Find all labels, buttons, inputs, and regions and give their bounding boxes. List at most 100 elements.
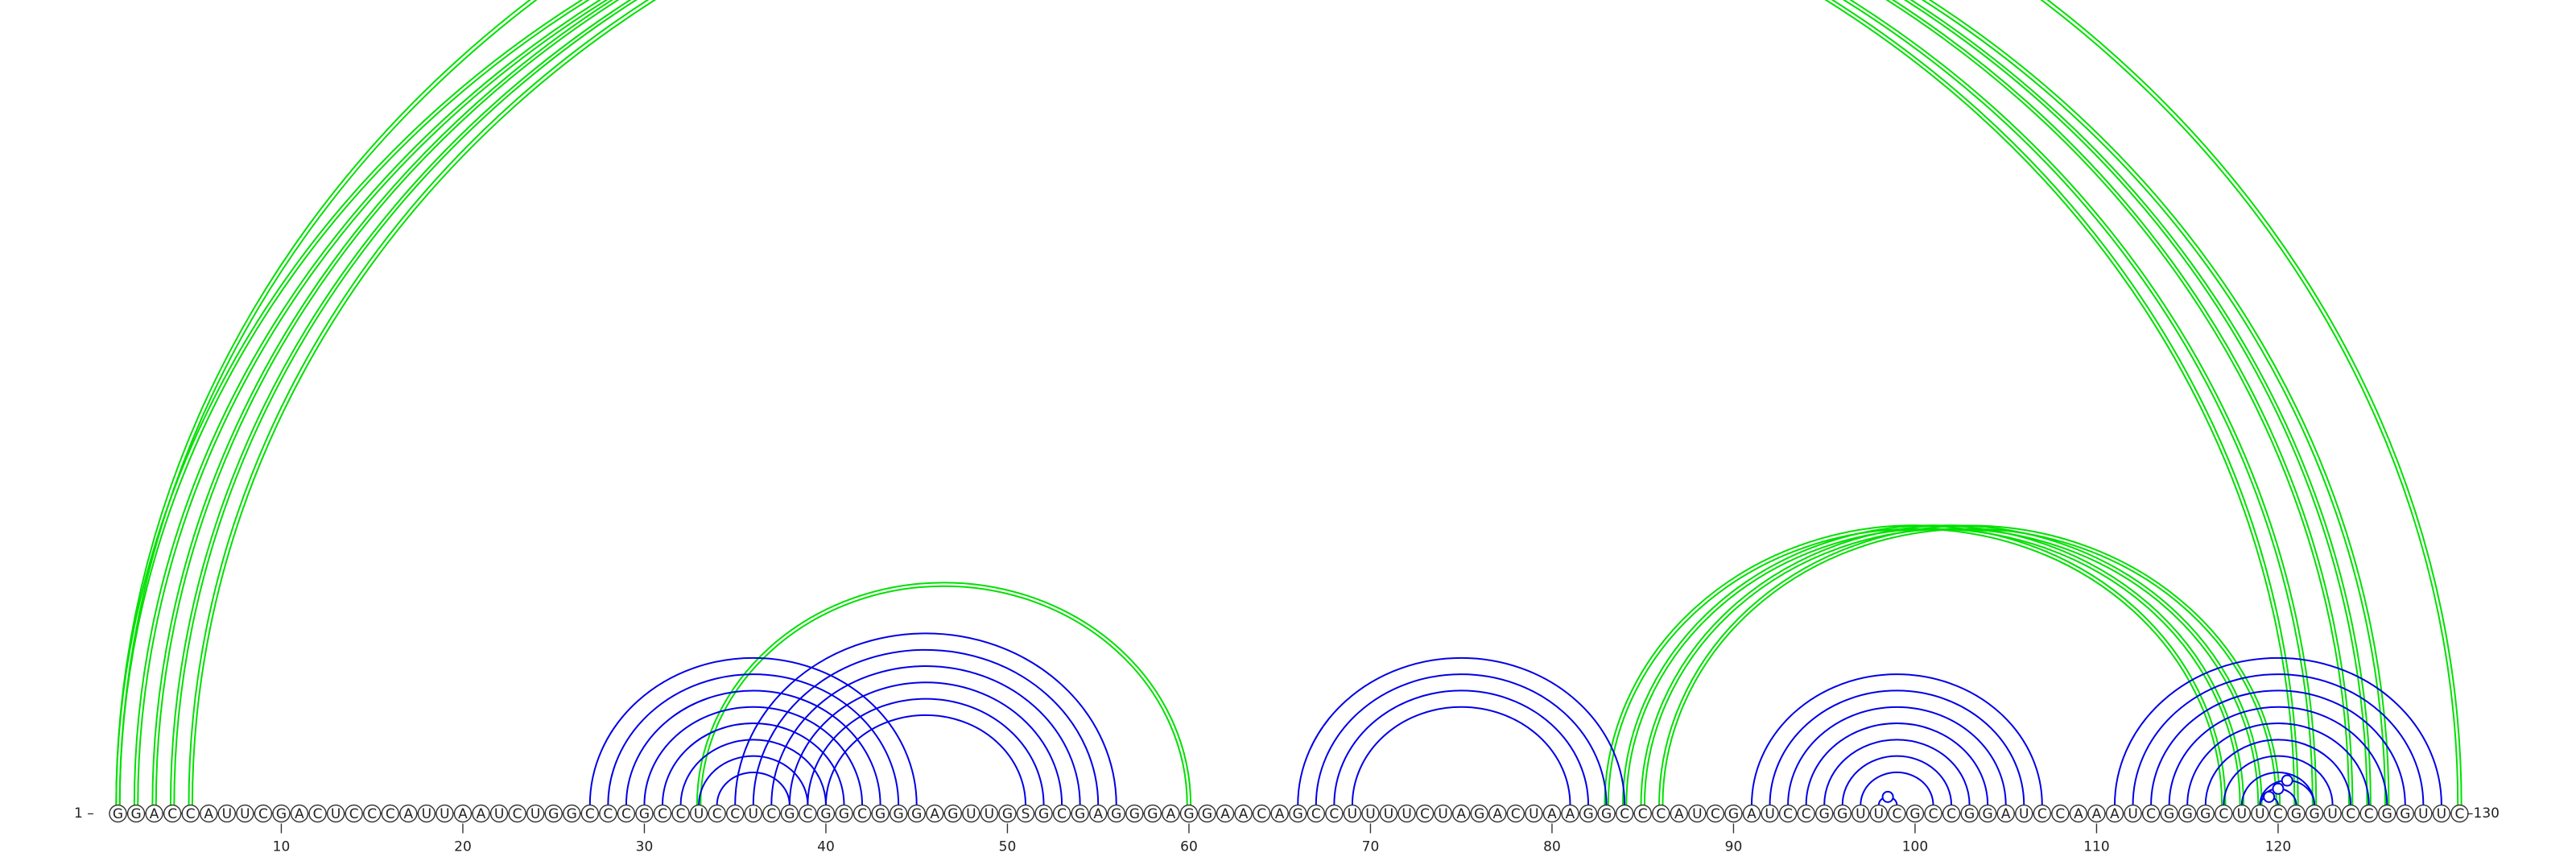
nucleotide-letter: U: [1874, 806, 1884, 822]
nucleotide-circle: [2124, 804, 2142, 823]
nucleotide-circle: [381, 804, 399, 823]
arc-green-85-119-1: [1640, 524, 2263, 805]
nucleotide-letter: C: [367, 806, 377, 822]
arc-blue-95-103: [1823, 739, 1971, 805]
arc-blue-35-56: [734, 632, 1117, 805]
nucleotide-letter: U: [2437, 806, 2446, 822]
nucleotide-letter: A: [458, 806, 468, 822]
nucleotide-circle: [744, 804, 762, 823]
nucleotide-letter: U: [494, 806, 504, 822]
nucleotide-letter: A: [1674, 806, 1684, 822]
arc-blue-96-102: [1841, 755, 1953, 805]
nucleotide-letter: G: [911, 806, 922, 822]
nucleotide-circle: [363, 804, 382, 823]
nucleotide-letter: C: [313, 806, 323, 822]
nucleotide-circle: [1034, 804, 1053, 823]
nucleotide-letter: G: [276, 806, 287, 822]
nucleotide-letter: A: [1239, 806, 1249, 822]
arc-blue-113-127: [2150, 689, 2406, 805]
nucleotide-letter: C: [857, 806, 867, 822]
nucleotide-circle: [1706, 804, 1725, 823]
arc-blue-29-43: [625, 689, 881, 805]
nucleotide-circle: [163, 804, 182, 823]
nucleotide-letter: C: [585, 806, 595, 822]
nucleotide-letter: C: [603, 806, 613, 822]
nucleotide-circle: [2160, 804, 2178, 823]
nucleotide-circle: [1778, 804, 1798, 823]
arc-green-86-120-1: [1658, 524, 2281, 805]
nucleotide-circle: [1107, 804, 1125, 823]
nucleotide-circle: [1905, 804, 1925, 823]
arc-green-33-60-1: [696, 582, 1192, 805]
nucleotide-circle: [635, 804, 654, 823]
nucleotide-circle: [1942, 804, 1961, 823]
nucleotide-letter: C: [2455, 806, 2465, 822]
nucleotide-letter: C: [258, 806, 268, 822]
arc-blue-93-105: [1787, 706, 2007, 805]
nucleotide-letter: G: [784, 806, 795, 822]
nucleotide-letter: G: [2291, 806, 2301, 822]
nucleotide-circle: [1252, 804, 1271, 823]
nucleotide-circle: [998, 804, 1017, 823]
arc-green-1-130-1: [116, 0, 2461, 805]
tick-label: 60: [1180, 839, 1198, 855]
nucleotide-letter: U: [1765, 806, 1774, 822]
nucleotide-circle: [1307, 804, 1326, 823]
nucleotide-circle: [1434, 804, 1452, 823]
nucleotide-circle: [2359, 804, 2378, 823]
arc-green-5-126-1: [188, 0, 2390, 805]
nucleotide-circle: [2396, 804, 2415, 823]
arc-blue-32-40: [679, 739, 827, 805]
nucleotide-circle: [1071, 804, 1089, 823]
nucleotide-circle: [1869, 804, 1889, 823]
nucleotide-letter: G: [2309, 806, 2319, 822]
nucleotide-letter: G: [2164, 806, 2174, 822]
nucleotide-circle: [417, 804, 436, 823]
nucleotide-circle: [762, 804, 781, 823]
nucleotide-circle: [1052, 804, 1071, 823]
nucleotide-letter: G: [1601, 806, 1612, 822]
arc-green-1-130-0: [120, 0, 2458, 805]
nucleotide-circle: [254, 804, 273, 823]
nucleotide-circle: [1978, 804, 1997, 823]
nucleotide-letter: A: [403, 806, 413, 822]
nucleotide-letter: A: [477, 806, 486, 822]
nucleotide-circle: [399, 804, 418, 823]
nucleotide-letter: C: [1257, 806, 1266, 822]
nucleotide-circle: [2015, 804, 2033, 823]
nucleotide-letter: G: [839, 806, 849, 822]
arc-green-86-120-0: [1662, 528, 2277, 805]
arc-green-5-126-0: [191, 0, 2387, 805]
nucleotide-letter: U: [2019, 806, 2029, 822]
nucleotide-circle: [907, 804, 926, 823]
nucleotide-circle: [1016, 804, 1035, 823]
arc-green-2-122-1: [133, 0, 2318, 805]
nucleotide-circle: [2450, 804, 2469, 823]
nucleotide-circle: [200, 804, 218, 823]
nucleotide-letter: G: [1474, 806, 1484, 822]
nucleotide-circle: [1525, 804, 1543, 823]
arcs-layer: [116, 0, 2461, 805]
tick-label: 40: [817, 839, 835, 855]
nucleotide-letter: U: [1856, 806, 1865, 822]
nucleotide-circle: [1179, 804, 1199, 823]
arc-blue-34-38: [716, 771, 791, 805]
nucleotide-letter: U: [1438, 806, 1447, 822]
arc-green-1-121-0: [118, 0, 2296, 805]
arc-blue-114-126: [2168, 706, 2388, 805]
nucleotide-letter: G: [548, 806, 559, 822]
nucleotide-circle: [272, 804, 291, 823]
nucleotide-letter: C: [730, 806, 740, 822]
nucleotide-letter: C: [712, 806, 722, 822]
nucleotide-letter: C: [1420, 806, 1430, 822]
nucleotide-letter: C: [2273, 806, 2283, 822]
nucleotide-letter: C: [2346, 806, 2355, 822]
nucleotide-letter: G: [1964, 806, 1975, 822]
nucleotide-circle: [1542, 804, 1562, 823]
nucleotide-circle: [1397, 804, 1416, 823]
nucleotide-circle: [1633, 804, 1652, 823]
arc-blue-97-101: [1860, 771, 1934, 805]
nucleotide-letter: U: [1348, 806, 1357, 822]
nucleotide-letter: C: [1620, 806, 1629, 822]
nucleotide-circle: [580, 804, 599, 823]
